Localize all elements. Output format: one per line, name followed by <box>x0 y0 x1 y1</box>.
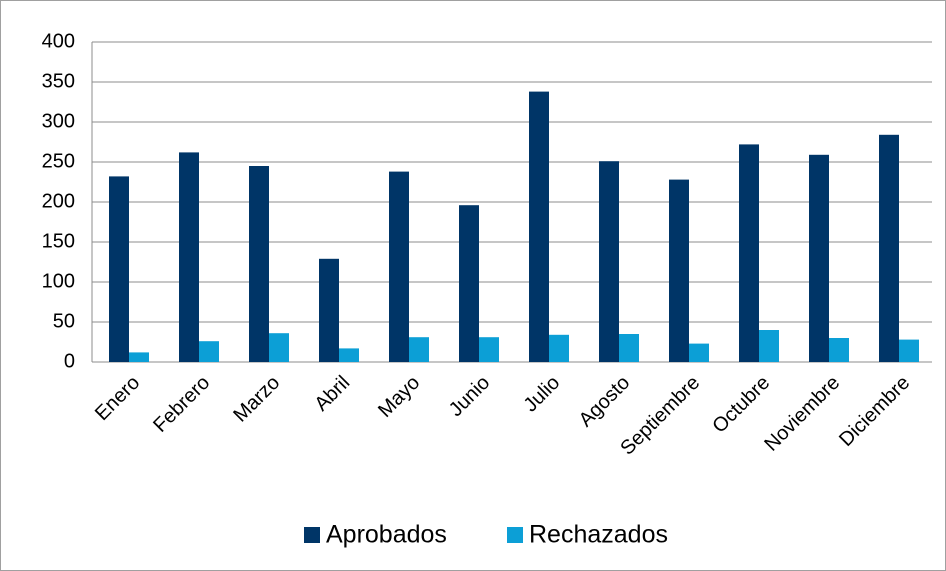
y-tick-label: 100 <box>42 270 75 292</box>
bar <box>269 333 289 362</box>
bar <box>179 152 199 362</box>
bar <box>549 334 569 362</box>
bar <box>199 341 219 362</box>
y-tick-label: 400 <box>42 30 75 52</box>
bar <box>109 176 129 362</box>
bar <box>599 161 619 362</box>
bar <box>389 171 409 362</box>
bar <box>529 91 549 362</box>
y-tick-label: 0 <box>64 350 75 372</box>
y-tick-label: 200 <box>42 190 75 212</box>
bar <box>739 144 759 362</box>
legend-label: Rechazados <box>529 521 668 549</box>
bar <box>669 179 689 362</box>
bar <box>809 154 829 362</box>
bar <box>899 339 919 362</box>
bar <box>479 337 499 362</box>
y-tick-label: 300 <box>42 110 75 132</box>
y-tick-label: 350 <box>42 70 75 92</box>
legend-swatch <box>304 527 320 543</box>
bar <box>409 337 429 362</box>
bar <box>129 352 149 362</box>
bar <box>759 330 779 362</box>
bar <box>339 348 359 362</box>
bar <box>249 166 269 362</box>
bar <box>879 134 899 362</box>
y-tick-label: 250 <box>42 150 75 172</box>
y-tick-label: 150 <box>42 230 75 252</box>
bar <box>689 343 709 362</box>
legend-label: Aprobados <box>326 521 447 549</box>
bar <box>619 334 639 362</box>
bar <box>829 338 849 362</box>
bar <box>319 258 339 362</box>
bar <box>459 205 479 362</box>
legend-swatch <box>507 527 523 543</box>
y-tick-label: 50 <box>53 310 75 332</box>
